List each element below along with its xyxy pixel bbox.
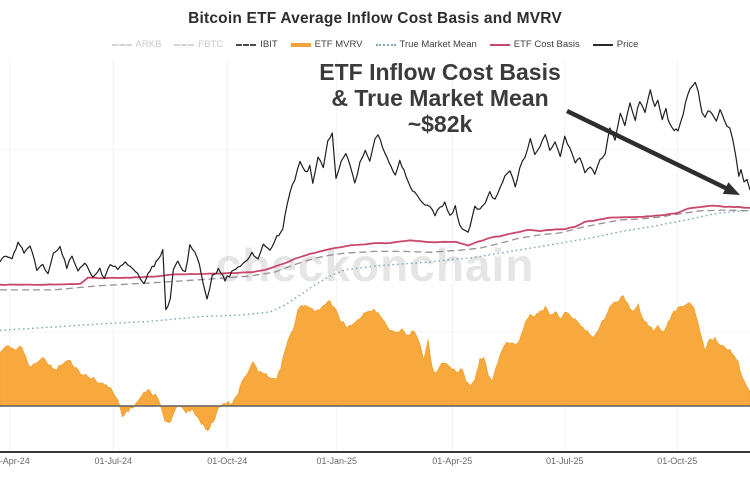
legend-label-etf-mvrv: ETF MVRV: [314, 39, 363, 50]
x-tick-label: 01-Apr-24: [0, 456, 30, 466]
legend-label-fbtc: FBTC: [198, 39, 224, 50]
x-tick-label: 01-Apr-25: [432, 456, 473, 466]
legend-marker-true-market-mean-icon: [375, 43, 396, 46]
legend-item-arkb[interactable]: ARKB: [111, 39, 162, 50]
legend-item-fbtc[interactable]: FBTC: [174, 39, 223, 50]
legend-item-price[interactable]: Price: [592, 39, 639, 50]
etf-cost-basis-series: [0, 204, 750, 286]
ibit-series: [0, 209, 750, 291]
legend-marker-price-icon: [592, 43, 613, 46]
legend-item-true-market-mean[interactable]: True Market Mean: [375, 39, 477, 50]
legend-item-ibit[interactable]: IBIT: [236, 39, 278, 50]
x-tick-label: 01-Jul-24: [94, 456, 133, 466]
legend-label-etf-cost-basis: ETF Cost Basis: [513, 39, 580, 50]
legend-label-price: Price: [616, 39, 639, 50]
price-series: [0, 81, 750, 311]
legend-marker-etf-cost-basis-icon: [489, 43, 510, 46]
x-tick-label: 01-Oct-25: [657, 456, 698, 466]
x-axis: 01-Apr-24 01-Jul-24 01-Oct-24 01-Jan-25 …: [0, 456, 750, 470]
annotation-arrow: [566, 108, 730, 192]
legend-marker-etf-mvrv-icon: [290, 42, 311, 47]
annotation-arrowhead-icon: [722, 182, 740, 195]
legend-marker-ibit-icon: [236, 43, 257, 46]
legend-label-true-market-mean: True Market Mean: [399, 39, 477, 50]
true-market-mean-series: [0, 209, 750, 332]
x-tick-label: 01-Jan-25: [316, 456, 358, 466]
legend-label-arkb: ARKB: [135, 39, 162, 50]
legend-item-etf-cost-basis[interactable]: ETF Cost Basis: [489, 39, 580, 50]
legend-label-ibit: IBIT: [260, 39, 278, 50]
legend-item-etf-mvrv[interactable]: ETF MVRV: [290, 39, 363, 50]
mvrv-area-series: [0, 295, 750, 432]
chart-legend: ARKB FBTC IBIT ETF MVRV True Market Mean…: [0, 39, 750, 50]
chart-title: Bitcoin ETF Average Inflow Cost Basis an…: [188, 10, 562, 27]
x-tick-label: 01-Oct-24: [207, 456, 248, 466]
x-tick-label: 01-Jul-25: [545, 456, 584, 466]
legend-marker-arkb-icon: [111, 43, 132, 46]
legend-marker-fbtc-icon: [174, 43, 195, 46]
